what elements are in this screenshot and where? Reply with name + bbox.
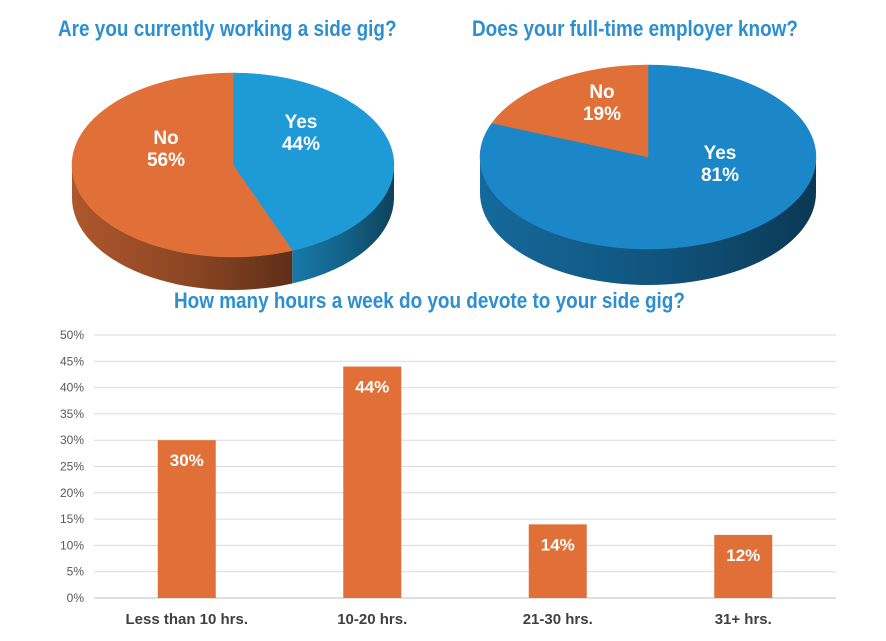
pie-2-title: Does your full-time employer know? <box>472 16 798 41</box>
pie-1-title: Are you currently working a side gig? <box>58 16 397 41</box>
y-tick-label: 45% <box>60 354 84 368</box>
y-tick-label: 25% <box>60 460 84 474</box>
bar-chart: 0% 5% 10% 15% 20% 25% 30% 35% 40% 45% 50% 30% Less t… <box>60 328 836 628</box>
y-tick-label: 30% <box>60 433 84 447</box>
pie-2-value-no: 19% <box>583 104 621 125</box>
bar-4-value-label: 12% <box>726 546 760 565</box>
x-category-label: 10-20 hrs. <box>337 611 407 628</box>
pie-1-slice-side-no <box>72 165 293 290</box>
pie-2-label-yes: Yes <box>704 143 737 164</box>
bar-chart-title: How many hours a week do you devote to y… <box>174 288 685 313</box>
pie-1-slice-no <box>71 72 293 258</box>
x-category-label: 31+ hrs. <box>715 611 772 628</box>
x-category-label: Less than 10 hrs. <box>125 611 248 628</box>
bar-3 <box>528 524 587 598</box>
y-tick-label: 20% <box>60 486 84 500</box>
pie-2-label-no: No <box>589 82 614 103</box>
y-tick-label: 15% <box>60 512 84 526</box>
bar-1-value-label: 30% <box>170 451 204 470</box>
pie-1-label-yes: Yes <box>285 112 318 133</box>
pie-1-slice-side-yes <box>292 165 394 284</box>
pie-1-value-no: 56% <box>147 150 185 171</box>
bar-4 <box>714 534 773 598</box>
pie-1-label-no: No <box>153 128 178 149</box>
pie-1-value-yes: 44% <box>282 134 320 155</box>
pie-2-slice-no <box>491 64 649 158</box>
y-tick-label: 0% <box>67 591 85 605</box>
bar-2 <box>343 366 402 598</box>
y-tick-label: 35% <box>60 407 84 421</box>
bar-1 <box>157 440 216 598</box>
bar-3-value-label: 14% <box>541 535 575 554</box>
y-tick-label: 40% <box>60 381 84 395</box>
pie-2-slice-side-yes <box>480 157 816 285</box>
y-tick-label: 10% <box>60 538 84 552</box>
pie-1-slice-yes <box>232 72 395 251</box>
pie-2-slice-yes <box>479 64 817 250</box>
pie-2-value-yes: 81% <box>701 165 739 186</box>
y-tick-label: 5% <box>67 565 85 579</box>
y-tick-label: 50% <box>60 328 84 342</box>
bar-2-value-label: 44% <box>355 378 389 397</box>
x-category-label: 21-30 hrs. <box>523 611 593 628</box>
